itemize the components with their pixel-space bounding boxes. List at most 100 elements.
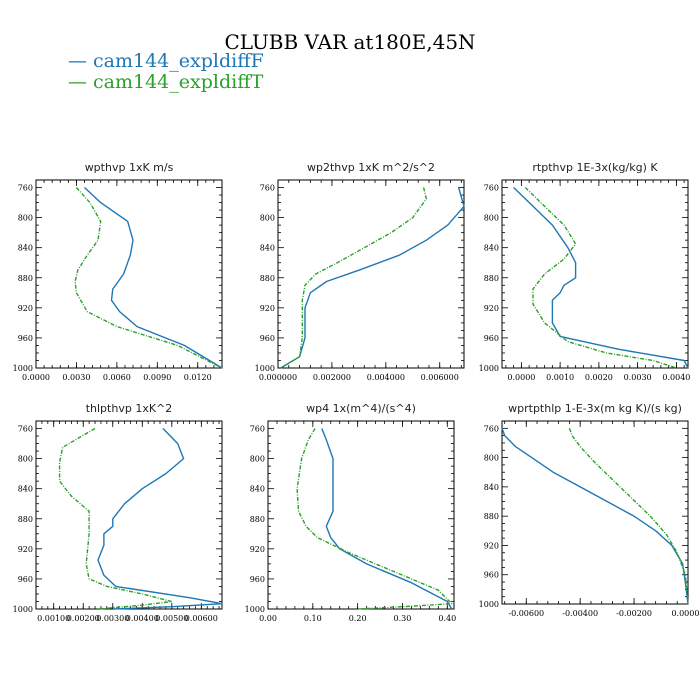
x-tick-label: 0.0090 <box>143 373 171 382</box>
y-tick-label: 960 <box>18 334 33 343</box>
chart-title: thlpthvp 1xK^2 <box>86 402 173 415</box>
y-tick-label: 960 <box>260 334 275 343</box>
y-tick-label: 1000 <box>245 605 265 614</box>
series-line-expldiffT <box>58 427 173 610</box>
y-tick-label: 840 <box>18 244 33 253</box>
y-tick-label: 880 <box>260 274 275 283</box>
x-tick-label: 0.002000 <box>313 373 351 382</box>
x-tick-label: 0.00000 <box>671 609 700 618</box>
y-tick-label: 760 <box>484 424 499 433</box>
series-line-expldiffT <box>568 428 689 605</box>
series-line-expldiffT <box>296 428 453 610</box>
y-tick-label: 960 <box>250 575 265 584</box>
y-tick-label: 800 <box>484 214 499 223</box>
y-tick-label: 1000 <box>13 364 33 373</box>
series-line-expldiffF <box>501 428 689 605</box>
legend-line-icon: — <box>68 71 87 93</box>
y-tick-label: 880 <box>18 274 33 283</box>
x-tick-label: 0.0120 <box>184 373 212 382</box>
series-line-expldiffF <box>321 428 453 610</box>
y-tick-label: 920 <box>260 304 275 313</box>
chart-title: wp4 1x(m^4)/(s^4) <box>306 402 416 415</box>
x-tick-label: 0.0030 <box>624 373 652 382</box>
y-tick-label: 960 <box>484 571 499 580</box>
x-tick-label: 0.10 <box>304 614 322 623</box>
x-tick-label: 0.00200 <box>67 614 100 623</box>
series-line-expldiffF <box>280 187 465 369</box>
x-tick-label: 0.004000 <box>367 373 405 382</box>
chart-panel-5: wp4 1x(m^4)/(s^4)76080084088092096010000… <box>245 402 457 623</box>
y-tick-label: 840 <box>484 483 499 492</box>
y-tick-label: 800 <box>260 214 275 223</box>
x-tick-label: 0.00300 <box>96 614 129 623</box>
y-tick-label: 840 <box>484 244 499 253</box>
plot-frame <box>267 420 455 610</box>
chart-panel-2: wp2thvp 1xK m^2/s^2 760 800 840 880 920 960 100… <box>255 161 465 382</box>
y-tick-label: 760 <box>484 184 499 193</box>
y-tick-label: 920 <box>18 304 33 313</box>
series-line-expldiffT <box>280 187 427 369</box>
x-tick-label: 0.00600 <box>185 614 218 623</box>
x-tick-label: -0.00600 <box>508 609 544 618</box>
x-tick-label: -0.00400 <box>562 609 598 618</box>
y-tick-label: 880 <box>250 515 265 524</box>
y-tick-label: 800 <box>250 455 265 464</box>
y-tick-label: 920 <box>250 545 265 554</box>
y-tick-label: 760 <box>260 184 275 193</box>
x-tick-label: 0.0000 <box>22 373 50 382</box>
series-line-expldiffF <box>513 186 689 369</box>
legend-label: cam144_expldiffT <box>93 71 264 93</box>
x-tick-label: 0.0010 <box>546 373 574 382</box>
legend-label: cam144_expldiffF <box>93 50 264 72</box>
y-tick-label: 920 <box>484 541 499 550</box>
x-tick-label: 0.0000 <box>507 373 535 382</box>
y-tick-label: 1000 <box>255 364 275 373</box>
chart-panel-4: thlpthvp 1xK^2 760 800 840 880 920 960 1000 0.00… <box>13 402 223 623</box>
chart-title: wpthvp 1xK m/s <box>85 161 174 174</box>
y-tick-label: 920 <box>18 545 33 554</box>
y-tick-label: 960 <box>484 334 499 343</box>
y-tick-label: 840 <box>260 244 275 253</box>
y-tick-label: 880 <box>484 274 499 283</box>
y-tick-label: 1000 <box>13 605 33 614</box>
y-tick-label: 1000 <box>479 364 499 373</box>
plot-frame <box>35 420 223 610</box>
x-tick-label: 0.0060 <box>103 373 131 382</box>
chart-title: rtpthvp 1E-3x(kg/kg) K <box>532 161 658 174</box>
x-tick-label: 0.30 <box>394 614 412 623</box>
y-tick-label: 920 <box>484 304 499 313</box>
plot-frame <box>501 179 689 369</box>
chart-title: wprtpthlp 1-E-3x(m kg K)/(s kg) <box>508 402 682 415</box>
plot-frame <box>501 420 689 605</box>
x-tick-label: 0.40 <box>438 614 456 623</box>
y-tick-label: 800 <box>18 455 33 464</box>
chart-title: wp2thvp 1xK m^2/s^2 <box>307 161 435 174</box>
chart-panel-3: rtpthvp 1E-3x(kg/kg) K 760 800 840 880 920 960… <box>479 161 691 382</box>
series-line-expldiffT <box>524 186 677 369</box>
y-tick-label: 880 <box>18 515 33 524</box>
x-tick-label: 0.00400 <box>126 614 159 623</box>
y-tick-label: 760 <box>18 425 33 434</box>
x-tick-label: 0.006000 <box>421 373 459 382</box>
y-tick-label: 760 <box>250 425 265 434</box>
series-line-expldiffT <box>74 187 223 369</box>
plot-frame <box>277 179 465 369</box>
x-tick-label: 0.0020 <box>585 373 613 382</box>
y-tick-label: 1000 <box>479 600 499 609</box>
legend-entry-expldiffT: — cam144_expldiffT <box>68 71 263 93</box>
x-tick-label: -0.00200 <box>616 609 652 618</box>
y-tick-label: 840 <box>18 485 33 494</box>
chart-panel-6: wprtpthlp 1-E-3x(m kg K)/(s kg) 760 800 840… <box>479 402 700 618</box>
y-tick-label: 760 <box>18 184 33 193</box>
y-tick-label: 840 <box>250 485 265 494</box>
legend-entry-expldiffF: — cam144_expldiffF <box>68 50 264 72</box>
x-tick-label: 0.00100 <box>37 614 70 623</box>
chart-panel-1: wpthvp 1xK m/s76080084088092096010000.00… <box>13 161 223 382</box>
series-line-expldiffF <box>97 428 223 610</box>
y-tick-label: 880 <box>484 512 499 521</box>
x-tick-label: 0.00 <box>259 614 277 623</box>
figure-title: CLUBB VAR at180E,45N <box>224 30 476 54</box>
x-tick-label: 0.20 <box>349 614 367 623</box>
plot-frame <box>35 179 223 369</box>
